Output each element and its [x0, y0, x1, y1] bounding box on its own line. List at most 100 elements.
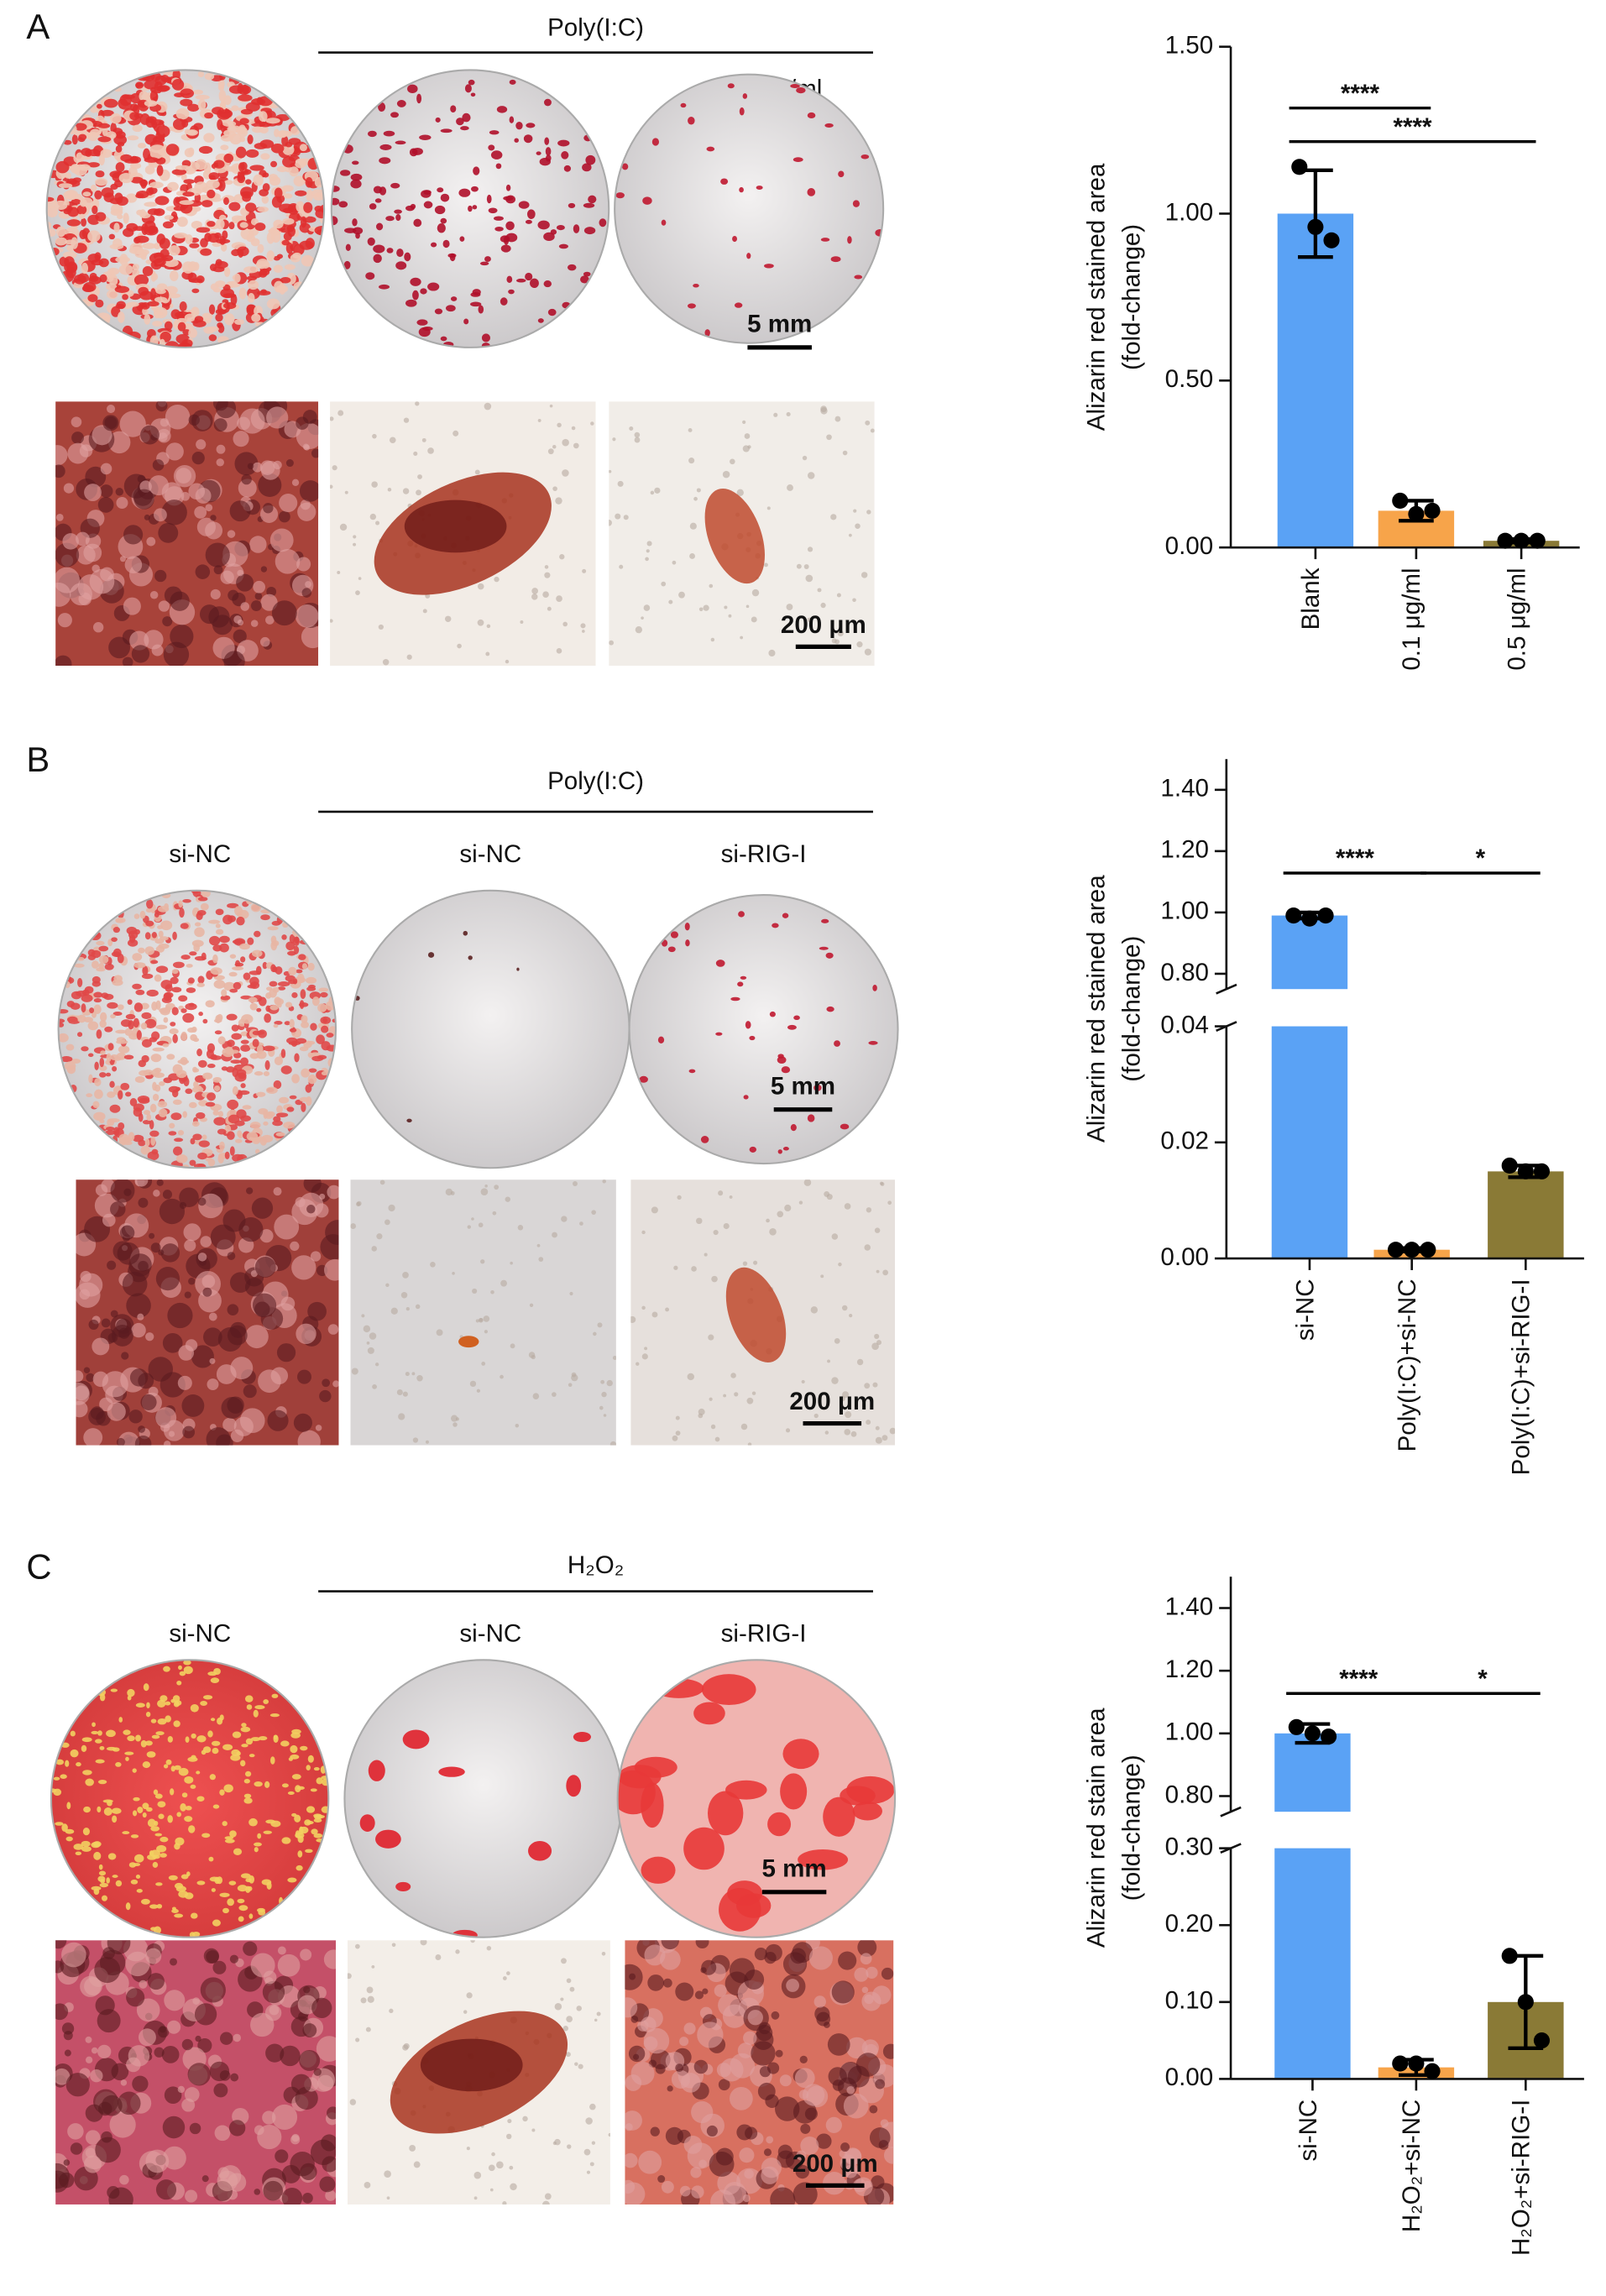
stain	[291, 1774, 301, 1780]
stain	[254, 222, 266, 232]
stain	[93, 1004, 102, 1014]
speckle	[229, 1272, 251, 1293]
speckle	[184, 1239, 196, 1252]
stain	[248, 1817, 258, 1827]
stain	[290, 1754, 300, 1760]
dish-bg	[344, 1660, 622, 1938]
speckle	[149, 1232, 155, 1239]
stain	[824, 123, 834, 128]
speckle	[542, 2200, 550, 2204]
stain	[219, 235, 226, 245]
speckle	[136, 1998, 160, 2022]
stain	[65, 1760, 70, 1767]
stain	[132, 124, 143, 133]
stain	[230, 1754, 241, 1761]
stain	[149, 90, 159, 102]
stain	[265, 118, 280, 124]
speckle	[260, 594, 278, 611]
speckle	[813, 1413, 819, 1419]
stain	[471, 186, 479, 192]
stain	[192, 320, 207, 327]
speckle	[200, 1236, 212, 1247]
stain	[373, 254, 382, 264]
speckle	[635, 625, 643, 634]
speckle	[55, 464, 65, 479]
speckle	[532, 1393, 540, 1400]
speckle	[730, 1373, 736, 1378]
stain	[61, 1823, 68, 1832]
stain	[543, 280, 552, 288]
stain	[65, 1836, 73, 1842]
stain	[274, 1021, 283, 1025]
column-label: si-NC	[459, 1620, 521, 1648]
stain	[98, 955, 109, 965]
speckle	[846, 2085, 855, 2095]
column-label: si-NC	[459, 840, 521, 868]
speckle	[701, 1959, 717, 1975]
speckle	[159, 2026, 166, 2033]
significance-label: ****	[1394, 113, 1432, 141]
stain	[294, 1053, 300, 1063]
stain	[556, 225, 565, 231]
speckle	[243, 1384, 257, 1399]
stain	[239, 943, 250, 950]
speckle	[775, 2049, 783, 2058]
speckle	[753, 1260, 758, 1265]
stain	[157, 925, 164, 929]
stain	[110, 112, 122, 124]
speckle	[155, 1267, 180, 1291]
speckle	[97, 2044, 112, 2059]
stain	[767, 1812, 792, 1837]
stain	[265, 1005, 271, 1012]
stain	[285, 1002, 293, 1008]
speckle	[554, 2138, 561, 2146]
stain	[224, 1151, 230, 1159]
stain	[383, 130, 395, 137]
micrograph	[350, 1179, 616, 1446]
speckle	[411, 1372, 416, 1376]
speckle	[165, 442, 184, 461]
stain	[55, 237, 67, 246]
stain	[132, 264, 140, 270]
stain	[367, 130, 377, 138]
stain	[514, 138, 519, 143]
stain	[106, 1729, 116, 1738]
stain	[368, 1760, 385, 1781]
stain	[238, 1090, 250, 1096]
stain	[99, 1072, 107, 1078]
stain	[55, 1822, 64, 1826]
speckle	[866, 510, 871, 515]
stain	[99, 1057, 105, 1068]
stain	[285, 141, 293, 148]
speckle	[216, 444, 226, 454]
speckle	[680, 2073, 701, 2093]
stain	[201, 952, 207, 960]
speckle	[452, 1272, 455, 1275]
y-tick-label: 0.80	[1165, 1781, 1214, 1808]
stain	[251, 949, 263, 958]
speckle	[254, 2125, 264, 2136]
stain	[156, 283, 168, 290]
y-tick-label: 0.30	[1165, 1833, 1214, 1860]
stain	[311, 1828, 318, 1835]
speckle	[228, 2120, 246, 2136]
speckle	[531, 2128, 536, 2132]
stain	[459, 236, 465, 242]
speckle	[124, 556, 143, 574]
speckle	[582, 568, 587, 573]
stain	[301, 1021, 310, 1028]
stain	[110, 1054, 119, 1061]
stain	[249, 165, 264, 171]
stain	[204, 72, 215, 81]
speckle	[88, 1319, 99, 1330]
speckle	[870, 428, 875, 433]
stain	[158, 930, 164, 938]
speckle	[183, 1223, 201, 1242]
stain	[299, 144, 307, 152]
speckle	[844, 1203, 851, 1210]
stain	[790, 84, 800, 88]
speckle	[90, 2069, 103, 2083]
speckle	[573, 442, 579, 449]
stain	[667, 946, 676, 953]
speckle	[402, 1272, 409, 1279]
